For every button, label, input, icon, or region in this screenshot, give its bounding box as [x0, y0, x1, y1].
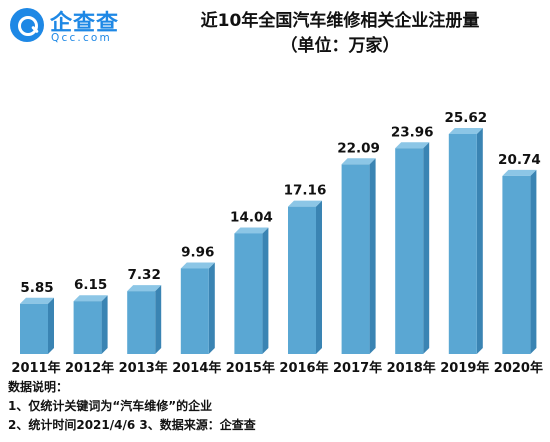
- data-label-2016年: 17.16: [284, 183, 327, 199]
- chart-title: 近10年全国汽车维修相关企业注册量: [200, 11, 480, 31]
- data-label-2015年: 14.04: [230, 209, 273, 225]
- bar-2013年: [127, 291, 156, 354]
- bar-2020年: [502, 175, 531, 354]
- x-tick-label-2020年: 2020年: [494, 360, 543, 376]
- x-tick-label-2018年: 2018年: [387, 360, 436, 376]
- bar-2014年: [180, 268, 209, 354]
- bar-side-2015年: [262, 227, 269, 354]
- bar-top-2013年: [127, 285, 162, 292]
- logo-name: 企查查: [50, 11, 120, 36]
- data-label-2011年: 5.85: [20, 280, 53, 296]
- data-label-2017年: 22.09: [337, 140, 380, 156]
- bar-side-2012年: [101, 295, 108, 354]
- bar-2019年: [448, 134, 477, 354]
- x-tick-label-2017年: 2017年: [333, 360, 382, 376]
- chart-subtitle: （单位：万家）: [280, 36, 400, 56]
- x-tick-label-2016年: 2016年: [279, 360, 328, 376]
- bar-2012年: [73, 301, 102, 354]
- bar-top-2011年: [20, 297, 54, 304]
- data-label-2014年: 9.96: [181, 244, 214, 260]
- qcc-logo: 企查查 Qcc.com: [6, 2, 146, 52]
- data-label-2013年: 7.32: [128, 267, 161, 283]
- data-label-2018年: 23.96: [391, 124, 434, 140]
- bar-2018年: [395, 148, 424, 354]
- bar-top-2016年: [288, 200, 322, 207]
- bar-top-2012年: [73, 295, 108, 302]
- bar-side-2011年: [48, 297, 54, 354]
- bar-side-2020年: [530, 169, 537, 354]
- bar-top-2019年: [448, 128, 483, 134]
- bar-2017年: [341, 164, 370, 354]
- x-tick-label-2019年: 2019年: [440, 360, 489, 376]
- notes-heading: 数据说明：: [8, 380, 69, 394]
- x-tick-label-2013年: 2013年: [119, 360, 168, 376]
- bar-top-2017年: [341, 158, 376, 165]
- magnifier-logo-icon: [10, 8, 44, 42]
- bar-side-2019年: [476, 128, 483, 354]
- bar-top-2018年: [395, 142, 430, 149]
- bar-top-2014年: [180, 262, 215, 269]
- logo-domain: Qcc.com: [51, 32, 112, 44]
- x-tick-label-2014年: 2014年: [172, 360, 221, 376]
- bar-top-2020年: [502, 169, 537, 176]
- x-tick-label-2015年: 2015年: [226, 360, 275, 376]
- bar-2015年: [234, 233, 263, 354]
- bar-side-2016年: [316, 200, 322, 354]
- data-notes: 数据说明： 1、仅统计关键词为“汽车维修”的企业 2、统计时间2021/4/6 …: [8, 378, 256, 435]
- x-tick-label-2011年: 2011年: [11, 360, 60, 376]
- bar-side-2017年: [369, 158, 376, 354]
- x-tick-label-2012年: 2012年: [65, 360, 114, 376]
- notes-line-2: 2、统计时间2021/4/6 3、数据来源：企查查: [8, 418, 256, 432]
- bar-top-2015年: [234, 227, 269, 234]
- data-label-2019年: 25.62: [444, 110, 487, 126]
- data-label-2012年: 6.15: [74, 277, 107, 293]
- bar-side-2018年: [423, 142, 430, 354]
- bar-side-2013年: [155, 285, 162, 354]
- data-label-2020年: 20.74: [498, 152, 541, 168]
- notes-line-1: 1、仅统计关键词为“汽车维修”的企业: [8, 399, 213, 413]
- bar-2016年: [288, 206, 316, 354]
- bar-2011年: [20, 303, 48, 354]
- bar-side-2014年: [208, 262, 215, 354]
